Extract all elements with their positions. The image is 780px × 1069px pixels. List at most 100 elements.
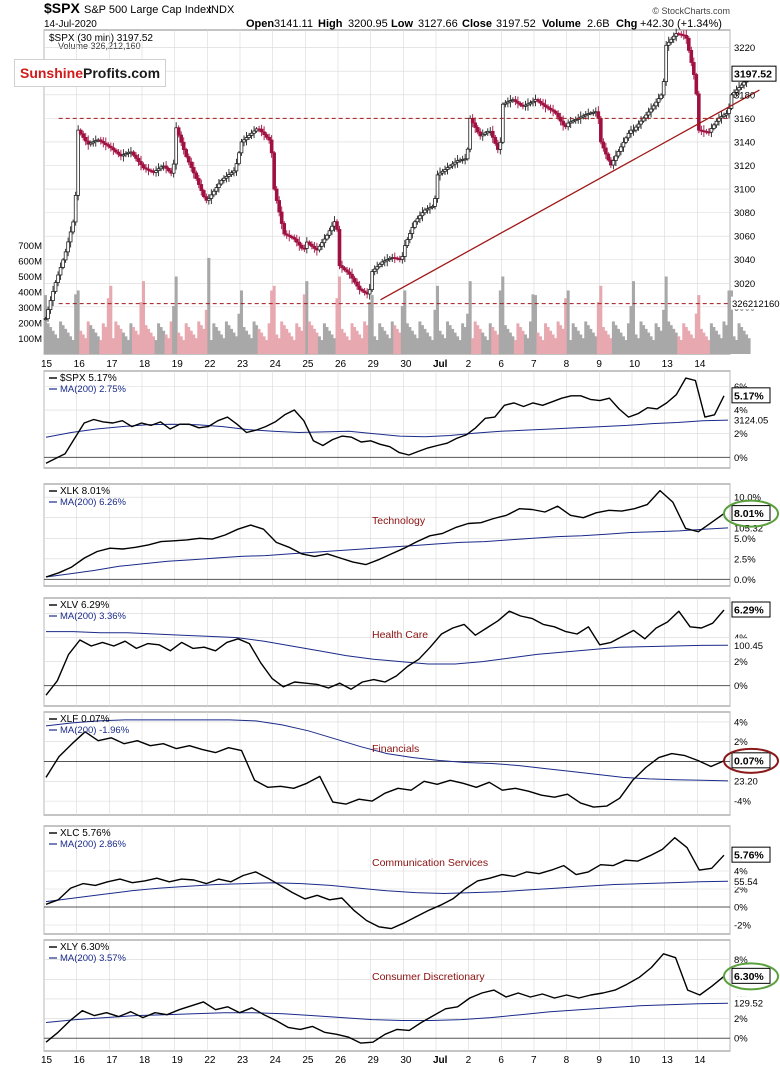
candle-body: [375, 266, 379, 270]
candle-body: [548, 107, 553, 111]
x-tick-label: 7: [531, 359, 537, 370]
candle-body: [473, 122, 477, 128]
volume-bar: [229, 328, 233, 354]
candle-body: [734, 89, 739, 93]
candle-body: [139, 161, 143, 166]
x-tick-label: 26: [335, 359, 347, 370]
candle-body: [116, 151, 121, 155]
price-panel: 3000302030403060308031003120314031603180…: [18, 28, 780, 355]
price-tick-label: 3080: [734, 208, 755, 219]
candle-body: [659, 94, 663, 100]
volume-bar: [559, 325, 563, 354]
volume-bar: [624, 340, 628, 354]
volume-bar: [679, 340, 683, 354]
volume-bar: [606, 334, 610, 354]
candle-body: [553, 110, 558, 114]
ma-tag-bg: [732, 996, 776, 1010]
volume-bar: [626, 323, 630, 354]
volume-bar: [363, 321, 367, 354]
candle-body: [46, 309, 50, 320]
volume-bar: [712, 327, 716, 354]
volume-bar: [300, 330, 304, 354]
volume-bar: [332, 338, 336, 354]
x-tick-label: 15: [41, 1055, 53, 1066]
candle-body: [262, 131, 266, 135]
price-line: [45, 731, 725, 808]
candle-body: [651, 105, 656, 110]
panel-xlk: 0.0%2.5%5.0%7.5%10.0%XLK 8.01%MA(200) 6.…: [43, 483, 779, 587]
highlight-ellipse: [723, 747, 779, 774]
candle-body: [629, 129, 633, 134]
volume-bar: [400, 305, 404, 354]
volume-bar: [654, 323, 658, 354]
volume-bar: [717, 334, 721, 354]
candle-body: [400, 256, 405, 260]
x-tick-label: 14: [694, 359, 706, 370]
volume-bar: [61, 325, 65, 354]
candle-body: [244, 137, 249, 141]
volume-bar: [147, 328, 151, 354]
volume-bar: [687, 330, 691, 354]
last-value-tag: 5.76%: [734, 850, 764, 862]
volume-bar: [418, 321, 422, 354]
volume-bar: [86, 321, 90, 354]
candle-body: [403, 245, 407, 257]
candle-body: [654, 101, 658, 107]
x-tick-label: 9: [596, 1055, 602, 1066]
volume-bar: [219, 334, 223, 354]
x-tick-label: 13: [662, 359, 674, 370]
y-tick-label: 2%: [734, 737, 748, 748]
candle-body: [420, 212, 425, 217]
candle-body: [729, 94, 734, 109]
x-tick-label: 23: [237, 359, 249, 370]
volume-bar: [742, 330, 746, 354]
volume-tick-label: 300M: [18, 303, 42, 314]
candle-body: [330, 225, 334, 232]
highlight-ellipse: [723, 499, 779, 528]
volume-bar: [423, 328, 427, 354]
volume-bar: [629, 305, 633, 354]
volume-bar: [365, 325, 369, 354]
candle-body: [385, 259, 390, 262]
volume-bar: [518, 327, 522, 354]
volume-bar: [64, 328, 68, 354]
candle-body: [546, 106, 550, 109]
y-tick-label: 2%: [734, 429, 748, 440]
volume-bar: [139, 302, 143, 354]
volume-bar: [255, 325, 259, 354]
volume-bar: [172, 305, 176, 354]
candle-body: [300, 244, 304, 249]
volume-bar: [697, 295, 701, 354]
volume-bar: [169, 321, 173, 354]
volume-bar: [327, 330, 331, 354]
panel-frame: [43, 711, 731, 816]
candle-body: [606, 153, 611, 161]
volume-bar: [199, 325, 203, 354]
last-volume-tag: 326212160: [732, 299, 780, 310]
chart-symbol: $SPX: [44, 0, 80, 16]
volume-bar: [74, 294, 78, 354]
candle-body: [217, 183, 221, 189]
candle-body: [212, 190, 216, 196]
candle-body: [624, 137, 628, 143]
volume-bar: [197, 321, 201, 354]
volume-bar: [531, 294, 535, 354]
volume-bar: [564, 298, 568, 354]
volume-bar: [350, 323, 354, 354]
last-value-box: [731, 967, 771, 984]
candle-body: [692, 62, 696, 75]
ma-line: [46, 631, 729, 665]
x-tick-label: 26: [335, 1055, 347, 1066]
candle-body: [121, 154, 126, 157]
candle-body: [242, 139, 246, 143]
volume-bar: [345, 336, 349, 354]
volume-bar: [232, 332, 236, 354]
volume-bar: [664, 276, 668, 354]
volume-bar: [270, 290, 274, 354]
candle-body: [111, 147, 116, 151]
candle-body: [362, 290, 367, 293]
last-value-tag: 8.01%: [734, 508, 764, 520]
volume-bar: [523, 334, 527, 354]
last-value-tag: 0.07%: [734, 755, 764, 767]
legend-label: XLF 0.07%: [60, 714, 110, 725]
